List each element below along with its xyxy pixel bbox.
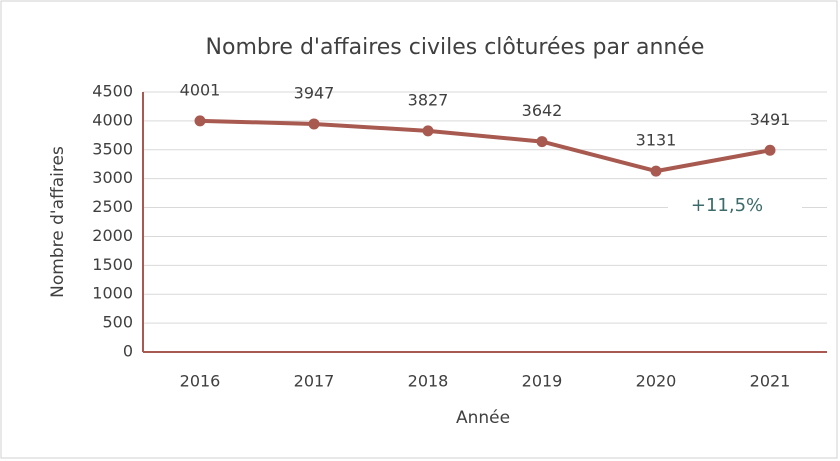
data-label: 3491 [750, 110, 791, 129]
y-tick-label: 1000 [92, 284, 133, 303]
x-tick-label: 2020 [636, 372, 677, 391]
data-label: 3947 [294, 83, 335, 102]
y-axis-label: Nombre d'affaires [48, 146, 68, 298]
x-tick-label: 2018 [408, 372, 449, 391]
chart-title: Nombre d'affaires civiles clôturées par … [206, 35, 705, 60]
x-tick-label: 2017 [294, 372, 335, 391]
point [308, 118, 320, 130]
point [194, 115, 206, 127]
y-tick-label: 3500 [92, 139, 133, 158]
point [536, 136, 548, 148]
annotation: +11,5% [691, 195, 763, 216]
point [422, 125, 434, 137]
data-label: 3827 [408, 90, 449, 109]
x-axis-label: Année [456, 408, 510, 428]
x-tick-label: 2016 [180, 372, 221, 391]
y-tick-label: 500 [102, 313, 133, 332]
data-label: 4001 [180, 80, 221, 99]
annotation-box [668, 185, 802, 227]
line [199, 118, 771, 174]
y-tick-label: 2500 [92, 197, 133, 216]
point [764, 144, 776, 156]
x-tick-label: 2019 [522, 372, 563, 391]
y-tick-label: 1500 [92, 255, 133, 274]
data-label: 3642 [522, 101, 563, 120]
y-tick-label: 0 [123, 342, 133, 361]
y-tick-label: 4000 [92, 110, 133, 129]
y-tick-label: 4500 [92, 82, 133, 101]
y-tick-label: 3000 [92, 168, 133, 187]
data-label: 3131 [636, 131, 677, 150]
x-tick-label: 2021 [750, 372, 791, 391]
point [650, 165, 662, 177]
y-tick-label: 2000 [92, 226, 133, 245]
